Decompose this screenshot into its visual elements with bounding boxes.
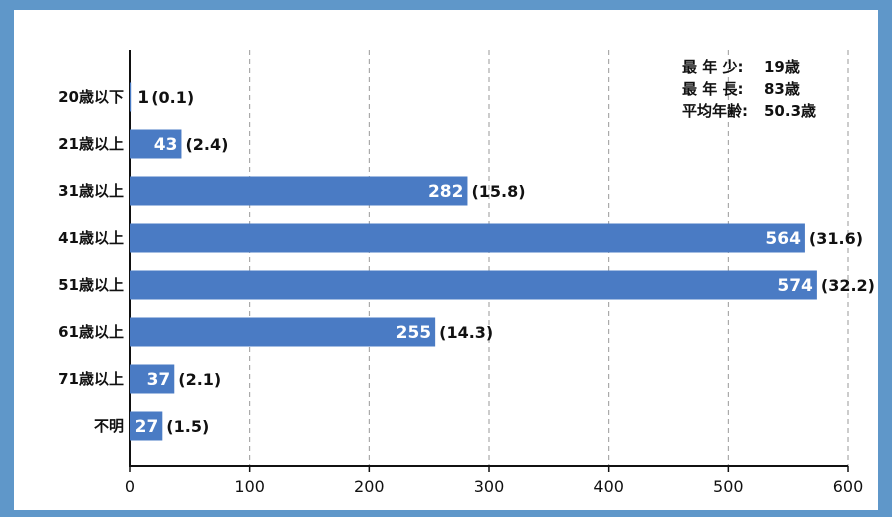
bar (130, 176, 468, 206)
percent-label: (2.1) (178, 370, 221, 389)
stat-label: 最 年 長: (682, 80, 744, 98)
percent-label: (32.2) (821, 276, 875, 295)
tick-label: 500 (713, 477, 744, 496)
category-label: 61歳以上 (58, 323, 124, 341)
value-label: 43 (154, 135, 178, 155)
tick-label: 100 (234, 477, 265, 496)
category-label: 21歳以上 (58, 135, 124, 153)
category-label: 71歳以上 (58, 370, 124, 388)
stat-label: 最 年 少: (682, 58, 744, 76)
tick-label: 400 (593, 477, 624, 496)
value-label: 27 (135, 417, 159, 437)
bar (130, 223, 805, 253)
value-label: 564 (765, 229, 801, 249)
category-label: 20歳以下 (58, 88, 124, 106)
bar (130, 317, 436, 347)
category-label: 不明 (94, 417, 124, 435)
category-label: 51歳以上 (58, 276, 124, 294)
value-label: 1 (137, 88, 149, 108)
stat-value: 50.3歳 (764, 102, 817, 120)
percent-label: (14.3) (439, 323, 493, 342)
tick-label: 600 (833, 477, 864, 496)
stat-row-oldest: 最 年 長: 83歳 (682, 78, 816, 100)
value-label: 255 (396, 323, 432, 343)
stat-value: 19歳 (764, 58, 800, 76)
percent-label: (15.8) (471, 182, 525, 201)
bar-chart: 0 100 200 300 400 500 600 20歳以下 1 (0.1) 21歳以上 43 (2.… (58, 50, 875, 496)
category-label: 41歳以上 (58, 229, 124, 247)
value-label: 37 (147, 370, 171, 390)
bar (130, 364, 175, 394)
category-label: 31歳以上 (58, 182, 124, 200)
chart-panel: 0 100 200 300 400 500 600 20歳以下 1 (0.1) 21歳以上 43 (2.… (14, 10, 878, 510)
bar (130, 82, 132, 112)
value-label: 282 (428, 182, 464, 202)
tick-label: 0 (125, 477, 135, 496)
stat-row-average: 平均年齢: 50.3歳 (682, 100, 816, 122)
tick-label: 300 (474, 477, 505, 496)
bar (130, 129, 182, 159)
value-label: 574 (777, 276, 813, 296)
bar (130, 411, 163, 441)
tick-label: 200 (354, 477, 385, 496)
stat-label: 平均年齢: (682, 102, 748, 120)
stat-row-youngest: 最 年 少: 19歳 (682, 56, 816, 78)
percent-label: (1.5) (166, 417, 209, 436)
age-stats: 最 年 少: 19歳 最 年 長: 83歳 平均年齢: 50.3歳 (682, 56, 816, 122)
percent-label: (2.4) (185, 135, 228, 154)
stat-value: 83歳 (764, 80, 800, 98)
bar (130, 270, 817, 300)
percent-label: (0.1) (151, 88, 194, 107)
percent-label: (31.6) (809, 229, 863, 248)
